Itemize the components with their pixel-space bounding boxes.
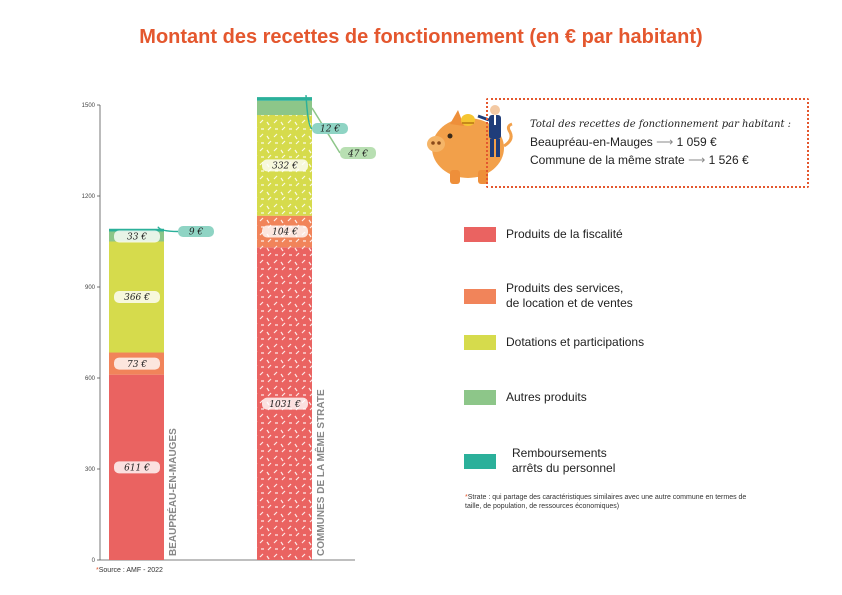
- legend-swatch: [464, 390, 496, 405]
- legend-swatch: [464, 288, 496, 304]
- value-label: 611 €: [124, 464, 150, 474]
- legend-item-remboursements: Remboursements arrêts du personnel: [464, 446, 615, 476]
- value-label: 366 €: [124, 293, 150, 303]
- summary-value: 1 059 €: [676, 135, 717, 149]
- chart-title: Montant des recettes de fonctionnement (…: [139, 26, 703, 48]
- total-summary-box: [486, 98, 809, 188]
- legend-label: Produits des services, de location et de …: [506, 281, 633, 310]
- value-label-bg: [114, 461, 160, 474]
- value-label: 332 €: [272, 162, 298, 172]
- category-label: COMMUNES DE LA MÊME STRATE: [314, 389, 327, 556]
- value-label-bg: [114, 230, 160, 243]
- value-label: 12 €: [320, 125, 340, 135]
- y-tick-label: 1500: [82, 103, 96, 109]
- value-label-bg: [340, 147, 376, 159]
- footnote-star: *: [465, 494, 468, 501]
- legend-label: Dotations et participations: [506, 335, 645, 349]
- value-label: 47 €: [347, 150, 368, 160]
- value-label-bg: [262, 159, 308, 172]
- legend-label: Remboursements arrêts du personnel: [512, 446, 616, 475]
- source-note: *Source : AMF - 2022: [96, 567, 163, 574]
- summary-name: Commune de la même strate: [530, 153, 685, 167]
- value-label: 104 €: [272, 228, 298, 238]
- callout-arrow: [305, 95, 313, 130]
- value-label: 9 €: [189, 228, 204, 238]
- value-label-bg: [262, 225, 308, 238]
- y-tick-label: 1200: [82, 194, 96, 200]
- legend-item-dotations: Dotations et participations: [464, 335, 644, 350]
- arrow-right-icon: ⟶: [656, 135, 674, 149]
- callout-arrow: [157, 226, 179, 233]
- y-tick-label: 0: [92, 558, 96, 564]
- value-label-bg: [262, 397, 308, 410]
- y-tick-label: 600: [85, 376, 96, 382]
- summary-line-strate: Commune de la même strate ⟶ 1 526 €: [530, 153, 749, 167]
- legend-label: Produits de la fiscalité: [506, 227, 623, 241]
- bar-segment: [257, 97, 312, 101]
- legend-swatch: [464, 453, 496, 469]
- value-label-bg: [114, 291, 160, 304]
- footnote: *Strate : qui partage des caractéristiqu…: [465, 493, 755, 511]
- value-label-bg: [178, 226, 214, 237]
- legend-item-autres: Autres produits: [464, 390, 587, 405]
- value-label: 1031 €: [269, 400, 301, 410]
- category-label: BEAUPRÉAU-EN-MAUGES: [166, 428, 179, 556]
- summary-line-beaupreau: Beaupréau-en-Mauges ⟶ 1 059 €: [530, 135, 717, 149]
- footnote-text: Strate : qui partage des caractéristique…: [465, 494, 747, 510]
- value-label: 73 €: [127, 360, 147, 370]
- legend-label: Autres produits: [506, 390, 587, 404]
- y-tick-label: 900: [85, 285, 96, 291]
- source-star: *: [96, 567, 99, 574]
- summary-title: Total des recettes de fonctionnement par…: [530, 119, 792, 130]
- bar-segment: [109, 228, 164, 232]
- legend-item-services: Produits des services, de location et de …: [464, 281, 633, 311]
- summary-value: 1 526 €: [708, 153, 749, 167]
- value-label-bg: [312, 123, 348, 134]
- bar-segment: [257, 100, 312, 116]
- y-tick-label: 300: [85, 467, 96, 473]
- legend-swatch: [464, 227, 496, 242]
- legend-swatch: [464, 335, 496, 350]
- arrow-right-icon: ⟶: [688, 153, 706, 167]
- source-text: Source : AMF - 2022: [98, 567, 163, 574]
- summary-name: Beaupréau-en-Mauges: [530, 135, 653, 149]
- value-label: 33 €: [127, 233, 147, 243]
- value-label-bg: [114, 357, 160, 370]
- legend-item-fiscalite: Produits de la fiscalité: [464, 227, 623, 242]
